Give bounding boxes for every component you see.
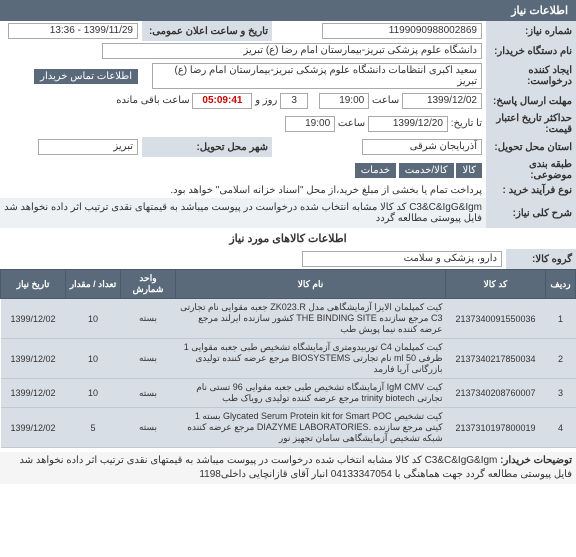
delivery-state-label: استان محل تحویل: — [486, 137, 576, 157]
category-goods-button[interactable]: کالا — [456, 163, 482, 178]
announce-label: تاریخ و ساعت اعلان عمومی: — [142, 21, 272, 41]
creator-value: سعید اکبری انتظامات دانشگاه علوم پزشکی ت… — [152, 63, 482, 89]
footer-desc-cell: توضیحات خریدار: C3&C&IgG&Igm کد کالا مشا… — [0, 452, 576, 484]
table-cell: 5 — [66, 408, 121, 448]
org-value: دانشگاه علوم پزشکی تبریز-بیمارستان امام … — [102, 43, 482, 59]
table-cell: 1399/12/02 — [1, 299, 66, 339]
table-row: 32137340208760007کیت IgM CMV آزمایشگاه ت… — [1, 379, 576, 408]
category-goods-services-button[interactable]: کالا/خدمت — [399, 163, 454, 178]
time-label-2: ساعت — [338, 118, 365, 129]
delivery-city-value: تبریز — [38, 139, 138, 155]
need-info-table: شماره نیاز: 1199090988002869 تاریخ و ساع… — [0, 21, 576, 228]
desc-label: شرح کلی نیاز: — [486, 198, 576, 228]
table-cell: 10 — [66, 379, 121, 408]
category-label: طبقه بندی موضوعی: — [486, 157, 576, 183]
maxdate-value: 1399/12/20 — [368, 116, 448, 132]
col-qty: تعداد / مقدار — [66, 270, 121, 299]
deadline-time: 19:00 — [319, 93, 369, 109]
group-table: گروه کالا: دارو، پزشکی و سلامت — [0, 249, 576, 269]
need-number-label: شماره نیاز: — [486, 21, 576, 41]
group-label: گروه کالا: — [506, 249, 576, 269]
footer-label: توضیحات خریدار: — [500, 455, 572, 466]
section-header-need-info: اطلاعات نیاز — [0, 0, 576, 21]
maxdate-label: حداکثر تاریخ اعتبار قیمت: — [486, 111, 576, 137]
table-cell: 1 — [546, 299, 576, 339]
footer-value: C3&C&IgG&Igm کد کالا مشابه انتخاب شده در… — [19, 455, 572, 480]
group-value: دارو، پزشکی و سلامت — [302, 251, 502, 267]
days-label: روز و — [255, 95, 277, 106]
section-header-goods-info: اطلاعات کالاهای مورد نیاز — [0, 228, 576, 249]
announce-value: 1399/11/29 - 13:36 — [8, 23, 138, 39]
org-label: نام دستگاه خریدار: — [486, 41, 576, 61]
deadline-label: مهلت ارسال پاسخ: — [486, 91, 576, 111]
table-cell: 2137340217850034 — [446, 339, 546, 379]
deadline-date: 1399/12/02 — [402, 93, 482, 109]
desc-value: C3&C&IgG&Igm کد کالا مشابه انتخاب شده در… — [0, 198, 486, 228]
col-date: تاریخ نیاز — [1, 270, 66, 299]
till-label: تا تاریخ: — [451, 118, 482, 129]
table-cell: بسته — [121, 339, 176, 379]
delivery-state-value: آذربایجان شرقی — [362, 139, 482, 155]
table-cell: کیت کمپلمان الایزا آزمایشگاهی مدل ZK023.… — [176, 299, 446, 339]
days-value: 3 — [280, 93, 308, 109]
footer-table: توضیحات خریدار: C3&C&IgG&Igm کد کالا مشا… — [0, 452, 576, 484]
table-cell: 4 — [546, 408, 576, 448]
table-cell: 10 — [66, 299, 121, 339]
creator-label: ایجاد کننده درخواست: — [486, 61, 576, 91]
goods-table: ردیف کد کالا نام کالا واحد شمارش تعداد /… — [0, 269, 576, 448]
table-row: 42137310197800019کیت تشخیص Glycated Seru… — [1, 408, 576, 448]
table-cell: 2137340208760007 — [446, 379, 546, 408]
col-row: ردیف — [546, 270, 576, 299]
goods-table-header-row: ردیف کد کالا نام کالا واحد شمارش تعداد /… — [1, 270, 576, 299]
delivery-city-label: شهر محل تحویل: — [142, 137, 272, 157]
table-row: 22137340217850034کیت کمپلمان C4 توربیدوم… — [1, 339, 576, 379]
table-cell: 1399/12/02 — [1, 379, 66, 408]
table-row: 12137340091550036کیت کمپلمان الایزا آزما… — [1, 299, 576, 339]
table-cell: کیت کمپلمان C4 توربیدومتری آزمایشگاه تشخ… — [176, 339, 446, 379]
maxtime-value: 19:00 — [285, 116, 335, 132]
process-label: نوع فرآیند خرید : — [486, 183, 576, 198]
col-code: کد کالا — [446, 270, 546, 299]
col-name: نام کالا — [176, 270, 446, 299]
col-unit: واحد شمارش — [121, 270, 176, 299]
table-cell: 2137310197800019 — [446, 408, 546, 448]
countdown-value: 05:09:41 — [192, 93, 252, 109]
table-cell: 1399/12/02 — [1, 408, 66, 448]
table-cell: بسته — [121, 379, 176, 408]
category-services-button[interactable]: خدمات — [355, 163, 396, 178]
table-cell: 1399/12/02 — [1, 339, 66, 379]
contact-button[interactable]: اطلاعات تماس خریدار — [34, 69, 138, 84]
remain-label: ساعت باقی مانده — [116, 95, 189, 106]
table-cell: کیت تشخیص Glycated Serum Protein kit for… — [176, 408, 446, 448]
table-cell: بسته — [121, 299, 176, 339]
table-cell: کیت IgM CMV آزمایشگاه تشخیص طبی جعبه مقو… — [176, 379, 446, 408]
need-number-value: 1199090988002869 — [322, 23, 482, 39]
time-label-1: ساعت — [372, 95, 399, 106]
table-cell: 2 — [546, 339, 576, 379]
table-cell: 10 — [66, 339, 121, 379]
table-cell: 3 — [546, 379, 576, 408]
process-value: پرداخت تمام یا بخشی از مبلغ خرید،از محل … — [0, 183, 486, 198]
table-cell: بسته — [121, 408, 176, 448]
table-cell: 2137340091550036 — [446, 299, 546, 339]
